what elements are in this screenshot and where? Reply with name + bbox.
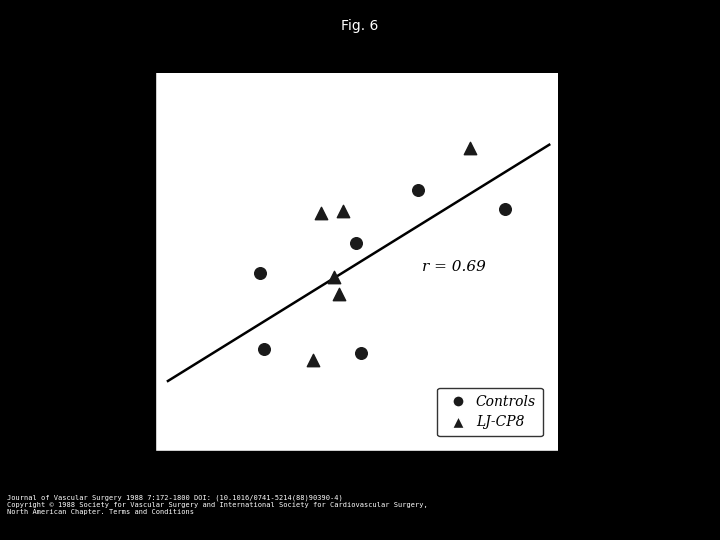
Y-axis label: Total Deposited Platelets (×10⁻⁹): Total Deposited Platelets (×10⁻⁹) xyxy=(109,152,122,372)
Point xyxy=(338,206,349,215)
Text: r = 0.69: r = 0.69 xyxy=(422,260,486,274)
Point xyxy=(307,356,318,364)
Point xyxy=(329,273,341,281)
Point xyxy=(412,186,423,194)
Point xyxy=(355,348,366,357)
X-axis label: Circulating Platelet Count (per μl×10⁻³): Circulating Platelet Count (per μl×10⁻³) xyxy=(224,481,489,494)
Point xyxy=(315,208,327,217)
Point xyxy=(333,289,345,298)
Point xyxy=(258,345,270,353)
Text: Fig. 6: Fig. 6 xyxy=(341,19,379,33)
Point xyxy=(464,144,476,153)
Point xyxy=(351,239,362,247)
Point xyxy=(254,269,266,278)
Legend: Controls, LJ-CP8: Controls, LJ-CP8 xyxy=(437,388,543,436)
Text: Journal of Vascular Surgery 1988 7:172-1800 DOI: (10.1016/0741-5214(88)90390-4)
: Journal of Vascular Surgery 1988 7:172-1… xyxy=(7,494,428,515)
Point xyxy=(500,205,511,213)
